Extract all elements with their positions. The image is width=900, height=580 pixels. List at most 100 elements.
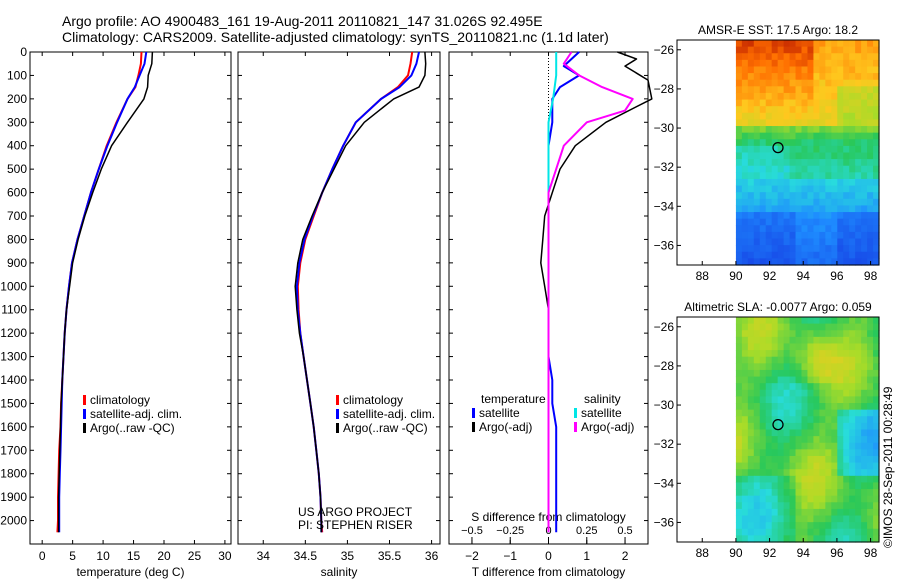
heatmap-cell — [753, 172, 761, 180]
x-tick-label: 20 — [157, 549, 171, 563]
heatmap-cell — [753, 442, 761, 450]
heatmap-cell — [759, 508, 767, 517]
heatmap-cell — [849, 462, 856, 470]
heatmap-cell — [783, 92, 791, 101]
heatmap-cell — [735, 112, 743, 121]
heatmap-cell — [735, 502, 743, 510]
heatmap-cell — [771, 409, 779, 417]
heatmap-cell — [789, 119, 797, 127]
heatmap-cell — [765, 343, 773, 351]
s-axis-tick-label: −0.5 — [461, 525, 483, 537]
heatmap-cell — [843, 185, 850, 193]
heatmap-cell — [807, 212, 815, 220]
heatmap-cell — [771, 92, 779, 101]
heatmap-cell — [801, 482, 809, 490]
heatmap-cell — [765, 396, 773, 404]
heatmap-cell — [849, 245, 856, 253]
heatmap-cell — [855, 356, 862, 364]
heatmap-cell — [813, 238, 820, 246]
heatmap-cell — [801, 119, 809, 127]
heatmap-cell — [825, 495, 832, 503]
x-tick-label: 0 — [39, 549, 46, 563]
heatmap-cell — [861, 99, 868, 107]
heatmap-cell — [801, 106, 809, 114]
heatmap-cell — [771, 515, 779, 523]
heatmap-cell — [867, 369, 874, 378]
heatmap-cell — [837, 231, 844, 240]
heatmap-cell — [765, 218, 773, 226]
heatmap-cell — [795, 152, 803, 160]
heatmap-cell — [795, 356, 803, 364]
x-tick-label: 0 — [545, 549, 552, 563]
heatmap-cell — [801, 245, 809, 253]
heatmap-cell — [801, 212, 809, 220]
heatmap-cell — [795, 119, 803, 127]
heatmap-cell — [807, 145, 815, 154]
heatmap-cell — [795, 350, 803, 358]
heatmap-cell — [855, 251, 862, 259]
heatmap-cell — [837, 99, 844, 107]
heatmap-cell — [801, 469, 809, 477]
heatmap-cell — [777, 429, 785, 437]
heatmap-cell — [789, 139, 797, 147]
heatmap-cell — [789, 238, 797, 246]
heatmap-cell — [813, 245, 820, 253]
heatmap-cell — [831, 396, 838, 404]
series-line-argo-raw-qc- — [57, 51, 154, 533]
legend-swatch — [574, 408, 577, 418]
heatmap-cell — [795, 436, 803, 444]
heatmap-cell — [783, 416, 791, 424]
heatmap-cell — [831, 119, 838, 127]
heatmap-cell — [747, 231, 755, 240]
heatmap-cell — [813, 185, 820, 193]
plot-frame — [237, 51, 441, 545]
heatmap-cell — [765, 489, 773, 497]
heatmap-cell — [765, 495, 773, 503]
heatmap-cell — [789, 205, 797, 213]
heatmap-cell — [753, 53, 761, 61]
map-x-tick-label: 98 — [864, 546, 878, 560]
heatmap-cell — [735, 462, 743, 470]
heatmap-cell — [873, 356, 880, 364]
heatmap-cell — [801, 251, 809, 259]
heatmap-cell — [735, 356, 743, 364]
heatmap-cell — [831, 205, 838, 213]
map-x-tick-label: 96 — [830, 546, 844, 560]
heatmap-cell — [753, 205, 761, 213]
heatmap-cell — [807, 502, 815, 510]
heatmap-cell — [759, 363, 767, 371]
heatmap-cell — [753, 482, 761, 490]
heatmap-cell — [795, 112, 803, 121]
heatmap-cell — [789, 323, 797, 331]
heatmap-cell — [867, 53, 874, 61]
heatmap-cell — [777, 403, 785, 411]
heatmap-cell — [777, 218, 785, 226]
heatmap-cell — [825, 198, 832, 207]
heatmap-cell — [825, 482, 832, 490]
heatmap-cell — [807, 369, 815, 378]
heatmap-cell — [813, 350, 820, 358]
heatmap-cell — [873, 442, 880, 450]
heatmap-cell — [783, 455, 791, 464]
heatmap-cell — [825, 205, 832, 213]
heatmap-cell — [855, 343, 862, 351]
heatmap-cell — [747, 145, 755, 154]
heatmap-cell — [813, 119, 820, 127]
heatmap-cell — [861, 489, 868, 497]
heatmap-cell — [801, 112, 809, 121]
heatmap-cell — [789, 363, 797, 371]
heatmap-cell — [849, 112, 856, 121]
heatmap-cell — [825, 212, 832, 220]
heatmap-cell — [747, 369, 755, 378]
heatmap-cell — [843, 112, 850, 121]
heatmap-cell — [849, 212, 856, 220]
heatmap-cell — [855, 416, 862, 424]
heatmap-cell — [807, 159, 815, 167]
heatmap-cell — [777, 363, 785, 371]
heatmap-cell — [759, 178, 767, 187]
heatmap-cell — [825, 119, 832, 127]
heatmap-cell — [813, 59, 820, 68]
depth-tick-label: 200 — [7, 92, 27, 106]
heatmap-cell — [849, 172, 856, 180]
heatmap-cell — [849, 528, 856, 536]
